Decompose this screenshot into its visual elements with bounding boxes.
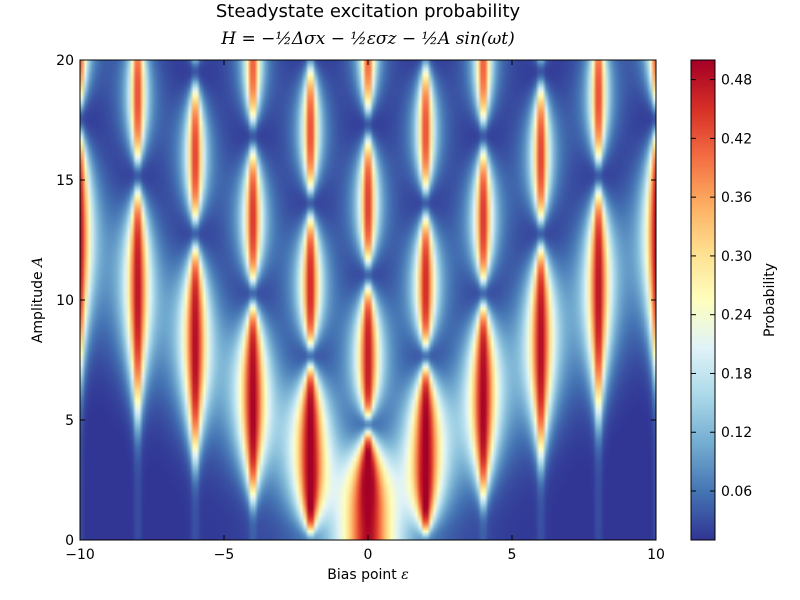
- x-axis-label: Bias point ε: [327, 567, 409, 583]
- x-tick-label: 0: [364, 547, 373, 563]
- y-tick-label: 0: [65, 533, 74, 549]
- x-tick-label: 10: [647, 547, 665, 563]
- colorbar-ticks: 0.06 0.12 0.18 0.24 0.30 0.36 0.42 0.48: [691, 73, 752, 500]
- x-axis-label-text: Bias point: [327, 567, 397, 583]
- colorbar-tick-label: 0.36: [721, 190, 752, 206]
- colorbar-frame: [690, 59, 716, 541]
- y-axis-label-text: Amplitude: [30, 271, 46, 343]
- colorbar-tick-label: 0.12: [721, 425, 752, 441]
- y-tick-label: 20: [56, 53, 74, 69]
- colorbar-label: Probability: [762, 263, 778, 337]
- colorbar-tick-label: 0.42: [721, 131, 752, 147]
- x-axis-symbol: ε: [401, 567, 409, 583]
- y-tick-label: 5: [65, 413, 74, 429]
- colorbar-tick-label: 0.24: [721, 308, 752, 324]
- heatmap-area: [79, 59, 657, 541]
- y-tick-label: 10: [56, 293, 74, 309]
- heatmap-image: [80, 60, 656, 540]
- colorbar-tick-label: 0.48: [721, 73, 752, 89]
- colorbar-tick-label: 0.30: [721, 249, 752, 265]
- colorbar-tick-label: 0.06: [721, 484, 752, 500]
- x-tick-label: 5: [508, 547, 517, 563]
- colorbar-tick-label: 0.18: [721, 366, 752, 382]
- y-tick-label: 15: [56, 173, 74, 189]
- y-axis-label: Amplitude A: [30, 257, 46, 343]
- chart-title: Steadystate excitation probability: [216, 1, 521, 22]
- y-axis: 0 5 10 15 20: [56, 53, 656, 549]
- x-tick-label: −10: [65, 547, 95, 563]
- x-tick-label: −5: [214, 547, 235, 563]
- y-axis-symbol: A: [30, 257, 46, 269]
- colorbar: 0.06 0.12 0.18 0.24 0.30 0.36 0.42 0.48: [690, 59, 752, 541]
- chart-subtitle: H = −½Δσx − ½εσz − ½A sin(ωt): [220, 29, 515, 49]
- colorbar-gradient: [691, 60, 715, 540]
- x-axis: −10 −5 0 5 10: [65, 60, 665, 563]
